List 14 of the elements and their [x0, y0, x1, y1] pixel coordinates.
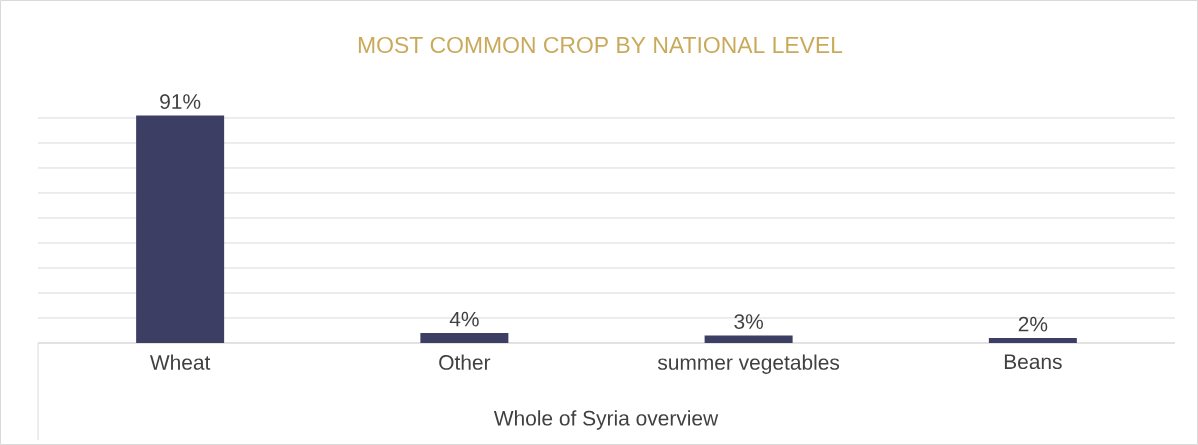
data-label: 2% [1018, 316, 1048, 332]
x-tick-label: Wheat [149, 354, 211, 370]
x-axis-title: Whole of Syria overview [493, 410, 719, 430]
x-tick-label: Beans [1004, 354, 1062, 370]
bar [704, 335, 793, 343]
bar [420, 332, 509, 343]
data-label: 91% [160, 94, 201, 109]
bar [136, 115, 225, 343]
bar [988, 337, 1077, 343]
data-label: 3% [734, 314, 763, 329]
x-tick-label: Other [439, 354, 491, 370]
x-tick-label: summer vegetables [657, 354, 840, 375]
data-label: 4% [449, 311, 479, 327]
chart-title: MOST COMMON CROP BY NATIONAL LEVEL [358, 36, 843, 54]
